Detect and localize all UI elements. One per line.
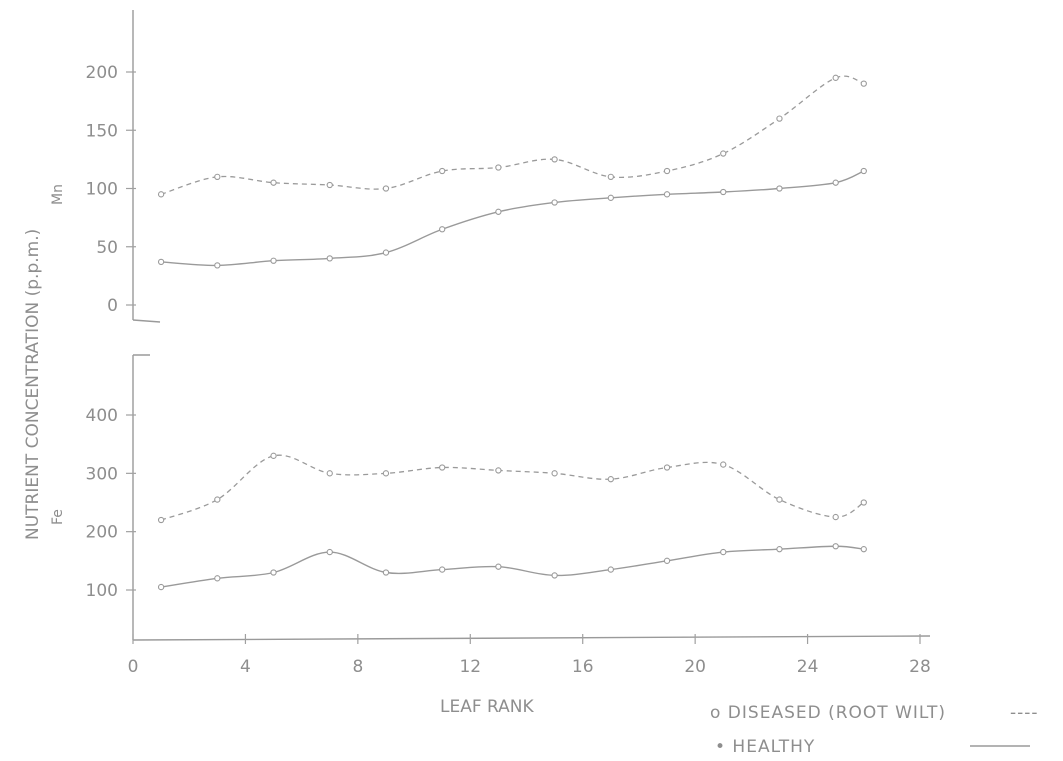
upper-diseased-point	[776, 115, 783, 122]
lower-healthy-point	[551, 572, 558, 579]
upper-x-axis-stub	[132, 319, 161, 323]
upper-y-tick-label: 50	[96, 238, 118, 258]
lower-diseased-point	[326, 470, 333, 477]
x-tick-label: 4	[240, 657, 251, 677]
lower-healthy-point	[607, 566, 614, 573]
lower-healthy-point	[860, 546, 867, 553]
lower-healthy-point	[326, 548, 333, 556]
upper-healthy-point	[832, 179, 839, 186]
lower-diseased-point	[663, 464, 671, 471]
lower-healthy-point	[382, 569, 390, 576]
lower-y-tick-label: 300	[86, 464, 118, 484]
x-ticks: 0 4 8 12 16 20 24 28	[128, 634, 931, 677]
upper-healthy-point	[607, 194, 614, 201]
lower-diseased-point	[776, 496, 783, 503]
upper-diseased-point	[270, 179, 277, 186]
lower-diseased-point	[832, 513, 839, 521]
lower-healthy-point	[270, 569, 277, 576]
lower-healthy-point	[832, 543, 839, 550]
upper-healthy-point	[157, 258, 165, 266]
upper-diseased-line	[160, 75, 865, 195]
upper-y-tick-label: 0	[107, 296, 118, 316]
x-tick-label: 20	[684, 657, 706, 677]
legend-diseased-mark: ----	[1010, 703, 1039, 723]
upper-healthy-point	[326, 255, 333, 262]
lower-diseased-point	[720, 461, 727, 468]
lower-healthy-point	[720, 548, 727, 556]
upper-y-tick-label: 100	[86, 180, 118, 200]
lower-x-axis	[132, 635, 931, 641]
upper-healthy-point	[495, 208, 502, 215]
upper-y-tag: Mn	[50, 184, 66, 205]
upper-y-tick-label: 200	[86, 63, 118, 83]
lower-y-tick-label: 200	[86, 523, 118, 543]
upper-healthy-point	[663, 191, 671, 198]
lower-healthy-point	[776, 546, 783, 553]
upper-diseased-point	[382, 185, 390, 192]
y-axis-label: NUTRIENT CONCENTRATION (p.p.m.)	[23, 229, 43, 540]
x-tick-label: 16	[572, 657, 594, 677]
lower-diseased-point	[157, 516, 165, 524]
x-tick-label: 0	[128, 657, 139, 677]
upper-healthy-point	[214, 262, 221, 269]
lower-healthy-point	[157, 583, 165, 591]
x-tick-label: 12	[459, 657, 481, 677]
lower-diseased-point	[214, 496, 221, 503]
lower-healthy-point	[495, 563, 502, 570]
upper-diseased-point	[607, 173, 614, 180]
lower-y-ticks: 100 200 300 400	[86, 406, 136, 601]
upper-diseased-point	[551, 156, 558, 163]
upper-healthy-point	[439, 226, 446, 233]
upper-diseased-point	[860, 80, 867, 87]
x-tick-label: 24	[797, 657, 819, 677]
upper-healthy-point	[382, 249, 390, 256]
upper-healthy-point	[860, 167, 867, 175]
upper-healthy-point	[551, 199, 558, 206]
lower-y-tick-label: 400	[86, 406, 118, 426]
x-tick-label: 28	[909, 657, 931, 677]
lower-healthy-point	[439, 566, 446, 573]
lower-diseased-point	[270, 452, 277, 459]
lower-diseased-point	[607, 476, 614, 483]
lower-y-tag: Fe	[50, 509, 66, 525]
upper-healthy-point	[776, 185, 783, 192]
x-axis-label: LEAF RANK	[440, 697, 534, 717]
upper-diseased-point	[720, 150, 727, 157]
lower-healthy-line	[160, 545, 864, 588]
lower-diseased-point	[439, 464, 446, 471]
upper-y-tick-label: 150	[86, 121, 118, 141]
upper-diseased-point	[832, 74, 839, 81]
lower-series	[157, 452, 867, 591]
upper-diseased-point	[439, 167, 446, 175]
upper-series	[157, 74, 867, 269]
lower-diseased-point	[860, 499, 867, 506]
lower-diseased-line	[160, 454, 865, 521]
legend-healthy-label: • HEALTHY	[715, 737, 815, 757]
lower-diseased-point	[551, 470, 558, 477]
upper-y-ticks: 0 50 100 150 200	[86, 63, 136, 316]
upper-healthy-point	[720, 188, 727, 196]
upper-healthy-point	[270, 257, 277, 264]
lower-diseased-point	[382, 470, 390, 477]
upper-diseased-point	[495, 164, 502, 171]
lower-healthy-point	[663, 557, 671, 564]
lower-healthy-point	[214, 575, 221, 582]
lower-diseased-point	[495, 467, 502, 474]
upper-diseased-point	[663, 167, 671, 175]
lower-y-tick-label: 100	[86, 581, 118, 601]
upper-diseased-point	[214, 173, 221, 180]
legend-diseased-label: o DISEASED (ROOT WILT)	[710, 703, 946, 723]
upper-healthy-line	[161, 170, 865, 267]
upper-diseased-point	[326, 181, 333, 189]
upper-diseased-point	[157, 191, 165, 198]
x-tick-label: 8	[352, 657, 363, 677]
